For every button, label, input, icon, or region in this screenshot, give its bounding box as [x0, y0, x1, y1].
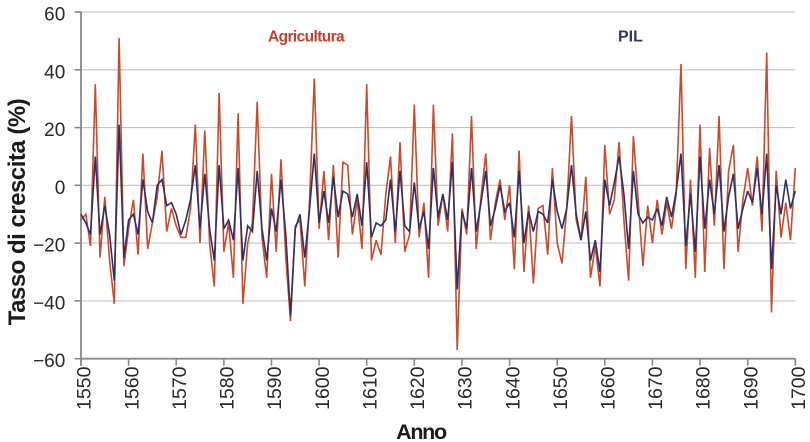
- svg-text:1580: 1580: [217, 366, 239, 410]
- svg-text:1690: 1690: [740, 366, 762, 410]
- svg-text:−60: −60: [33, 351, 65, 372]
- svg-text:1680: 1680: [693, 366, 715, 410]
- svg-text:1650: 1650: [550, 366, 572, 410]
- svg-text:1630: 1630: [455, 366, 477, 410]
- svg-text:Tasso di crescita (%): Tasso di crescita (%): [4, 99, 31, 325]
- svg-text:1670: 1670: [645, 366, 667, 410]
- svg-text:1570: 1570: [169, 366, 191, 410]
- svg-text:20: 20: [44, 120, 65, 141]
- svg-text:1610: 1610: [359, 366, 381, 410]
- svg-text:−20: −20: [33, 236, 65, 257]
- svg-text:1640: 1640: [502, 366, 524, 410]
- svg-text:−40: −40: [33, 293, 65, 314]
- svg-text:1600: 1600: [312, 366, 334, 410]
- svg-text:0: 0: [55, 178, 66, 199]
- svg-text:40: 40: [44, 62, 65, 83]
- svg-text:PIL: PIL: [618, 29, 643, 46]
- svg-text:1590: 1590: [264, 366, 286, 410]
- svg-text:1660: 1660: [598, 366, 620, 410]
- svg-text:1620: 1620: [407, 366, 429, 410]
- svg-text:1550: 1550: [74, 366, 96, 410]
- svg-text:60: 60: [44, 5, 65, 26]
- svg-text:Anno: Anno: [396, 420, 447, 442]
- svg-text:1700: 1700: [788, 366, 810, 410]
- svg-text:1560: 1560: [121, 366, 143, 410]
- svg-text:Agricultura: Agricultura: [268, 29, 345, 46]
